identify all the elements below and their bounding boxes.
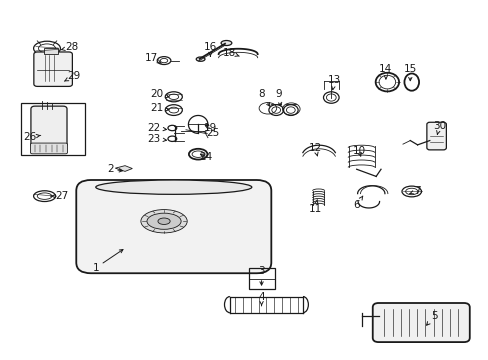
FancyBboxPatch shape [30, 143, 67, 154]
Text: 17: 17 [145, 53, 161, 63]
Text: 15: 15 [403, 64, 416, 81]
Ellipse shape [158, 218, 170, 225]
Text: 12: 12 [308, 143, 321, 156]
Text: 4: 4 [258, 292, 264, 306]
Text: 22: 22 [147, 123, 166, 133]
Text: 27: 27 [51, 191, 68, 201]
Text: 24: 24 [199, 152, 212, 162]
Text: 5: 5 [426, 311, 437, 325]
Text: 10: 10 [352, 146, 365, 156]
Text: 8: 8 [258, 89, 269, 106]
Text: 7: 7 [409, 186, 420, 196]
Text: 20: 20 [150, 89, 169, 99]
Text: 1: 1 [92, 249, 122, 273]
Bar [249, 268, 274, 289]
Text: 6: 6 [353, 196, 362, 210]
Ellipse shape [96, 180, 251, 194]
Text: 13: 13 [327, 75, 341, 90]
Text: 19: 19 [203, 123, 217, 133]
Bar [21, 103, 84, 155]
Text: 21: 21 [150, 103, 168, 113]
Text: 25: 25 [203, 128, 219, 138]
FancyBboxPatch shape [34, 52, 72, 86]
FancyBboxPatch shape [76, 180, 271, 273]
Text: 18: 18 [223, 48, 239, 58]
Ellipse shape [221, 41, 231, 45]
Text: 9: 9 [275, 89, 282, 106]
Ellipse shape [141, 210, 187, 233]
Text: 29: 29 [64, 71, 81, 81]
Text: 16: 16 [203, 42, 217, 57]
Bar [43, 48, 58, 54]
Ellipse shape [147, 213, 181, 229]
Text: 28: 28 [61, 42, 78, 52]
Text: 30: 30 [432, 121, 445, 134]
Text: 11: 11 [308, 199, 321, 214]
Text: 3: 3 [258, 266, 264, 285]
Text: 14: 14 [379, 64, 392, 79]
Text: 2: 2 [107, 164, 122, 174]
FancyBboxPatch shape [31, 106, 67, 147]
Polygon shape [115, 166, 132, 171]
FancyBboxPatch shape [372, 303, 469, 342]
Text: 26: 26 [23, 132, 41, 142]
Text: 23: 23 [147, 134, 166, 144]
FancyBboxPatch shape [426, 122, 446, 150]
Ellipse shape [196, 57, 204, 61]
